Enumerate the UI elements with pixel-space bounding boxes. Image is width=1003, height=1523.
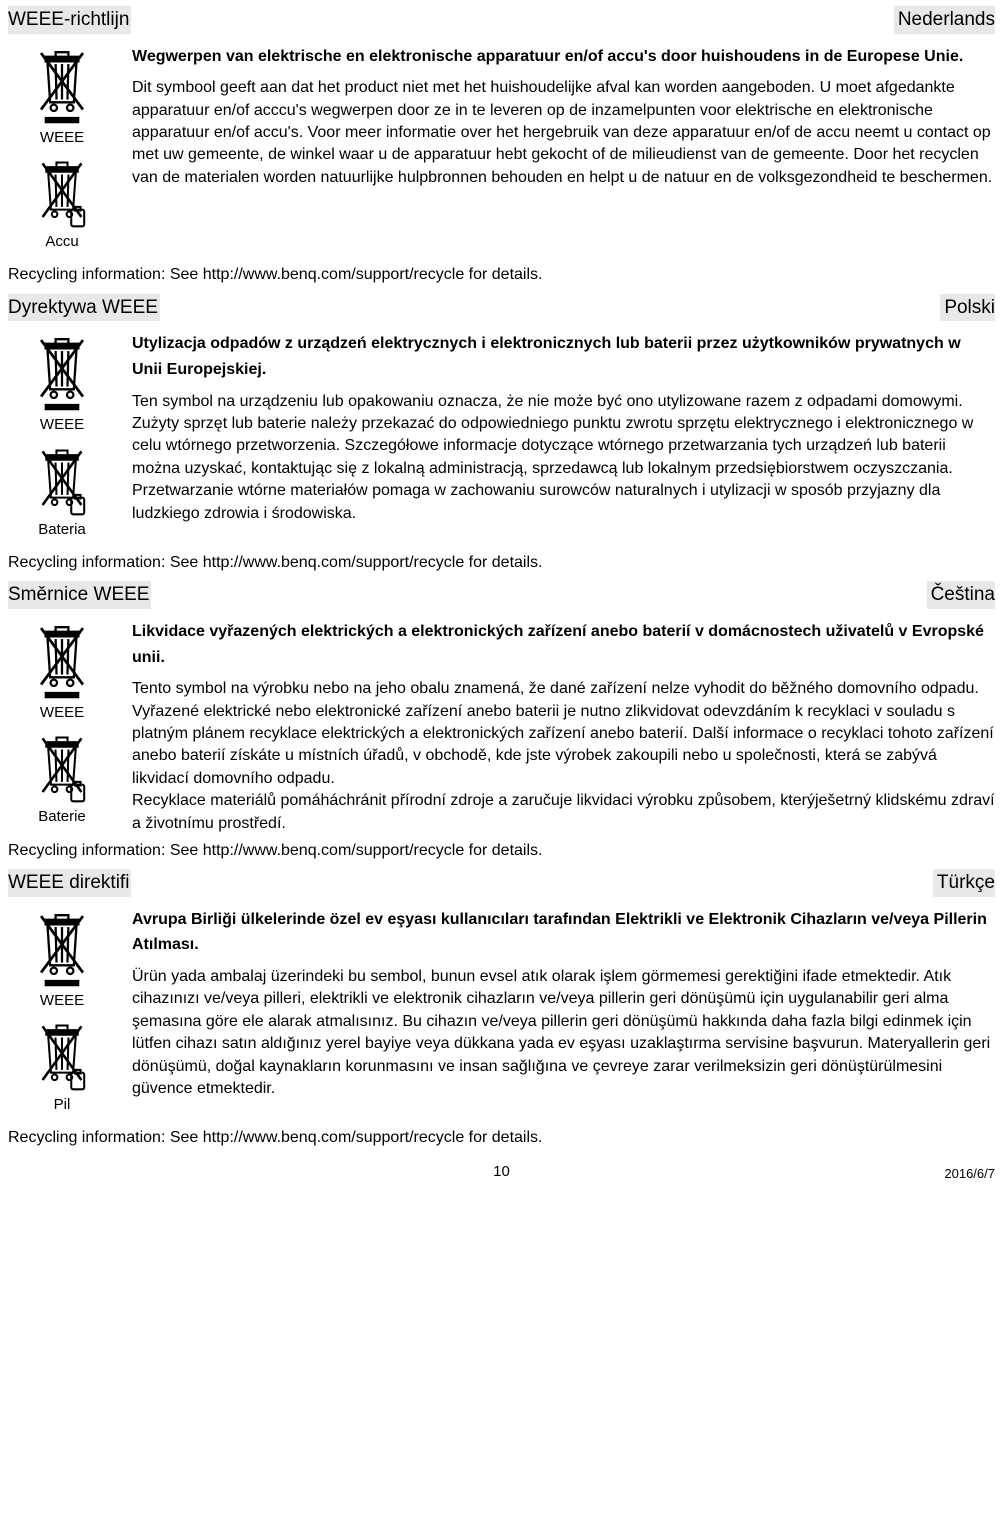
weee-bin-icon — [27, 907, 97, 989]
weee-bin-icon — [27, 619, 97, 701]
icons-column: WEEE Pil — [8, 907, 116, 1124]
section-header: WEEE direktifi Türkçe — [8, 869, 995, 897]
icons-column: WEEE Accu — [8, 44, 116, 261]
section-body: Dit symbool geeft aan dat het product ni… — [132, 77, 995, 189]
recycle-info: Recycling information: See http://www.be… — [8, 552, 995, 574]
battery-icon-label: Baterie — [38, 807, 86, 827]
section-heading: Wegwerpen van elektrische en elektronisc… — [132, 44, 995, 70]
section-body: Ürün yada ambalaj üzerindeki bu sembol, … — [132, 966, 995, 1100]
section-heading: Avrupa Birliği ülkelerinde özel ev eşyas… — [132, 907, 995, 958]
section-title: WEEE-richtlijn — [8, 6, 131, 34]
icons-column: WEEE Bateria — [8, 331, 116, 548]
battery-icon-label: Pil — [54, 1095, 71, 1115]
section-header: Dyrektywa WEEE Polski — [8, 294, 995, 322]
content-row: WEEE Accu Wegwerpen van elektrisc — [8, 44, 995, 261]
section-body: Ten symbol na urządzeniu lub opakowaniu … — [132, 391, 995, 525]
weee-icon-block: WEEE — [27, 44, 97, 148]
section-heading: Utylizacja odpadów z urządzeń elektryczn… — [132, 331, 995, 382]
page-footer: 10 2016/6/7 — [8, 1165, 995, 1183]
content-row: WEEE Pil Avrupa Birliği ülkelerin — [8, 907, 995, 1124]
section-title: Dyrektywa WEEE — [8, 294, 160, 322]
recycle-info: Recycling information: See http://www.be… — [8, 840, 995, 862]
battery-bin-icon — [30, 731, 94, 805]
battery-icon-block: Pil — [30, 1019, 94, 1115]
weee-icon-label: WEEE — [40, 703, 84, 723]
battery-icon-label: Accu — [45, 232, 78, 252]
weee-icon-block: WEEE — [27, 619, 97, 723]
weee-icon-block: WEEE — [27, 331, 97, 435]
page-number: 10 — [493, 1162, 510, 1182]
battery-bin-icon — [30, 156, 94, 230]
section-language: Polski — [940, 294, 995, 322]
weee-icon-label: WEEE — [40, 991, 84, 1011]
recycle-info: Recycling information: See http://www.be… — [8, 264, 995, 286]
battery-bin-icon — [30, 1019, 94, 1093]
weee-section: Dyrektywa WEEE Polski WEEE — [8, 294, 995, 574]
text-column: Wegwerpen van elektrische en elektronisc… — [132, 44, 995, 261]
battery-bin-icon — [30, 444, 94, 518]
weee-bin-icon — [27, 44, 97, 126]
section-language: Čeština — [927, 581, 995, 609]
weee-section: Směrnice WEEE Čeština WEEE — [8, 581, 995, 861]
text-column: Likvidace vyřazených elektrických a elek… — [132, 619, 995, 836]
recycle-info: Recycling information: See http://www.be… — [8, 1127, 995, 1149]
battery-icon-label: Bateria — [38, 520, 86, 540]
weee-icon-label: WEEE — [40, 415, 84, 435]
section-title: Směrnice WEEE — [8, 581, 151, 609]
weee-section: WEEE direktifi Türkçe WEEE — [8, 869, 995, 1149]
section-header: WEEE-richtlijn Nederlands — [8, 6, 995, 34]
section-language: Nederlands — [894, 6, 995, 34]
section-language: Türkçe — [933, 869, 995, 897]
text-column: Utylizacja odpadów z urządzeń elektryczn… — [132, 331, 995, 548]
text-column: Avrupa Birliği ülkelerinde özel ev eşyas… — [132, 907, 995, 1124]
weee-section: WEEE-richtlijn Nederlands WEEE — [8, 6, 995, 286]
battery-icon-block: Bateria — [30, 444, 94, 540]
weee-icon-block: WEEE — [27, 907, 97, 1011]
battery-icon-block: Baterie — [30, 731, 94, 827]
icons-column: WEEE Baterie — [8, 619, 116, 836]
weee-icon-label: WEEE — [40, 128, 84, 148]
content-row: WEEE Baterie Likvidace vyřazených — [8, 619, 995, 836]
section-title: WEEE direktifi — [8, 869, 131, 897]
section-body: Tento symbol na výrobku nebo na jeho oba… — [132, 678, 995, 835]
section-header: Směrnice WEEE Čeština — [8, 581, 995, 609]
content-row: WEEE Bateria Utylizacja odpadów z — [8, 331, 995, 548]
battery-icon-block: Accu — [30, 156, 94, 252]
section-heading: Likvidace vyřazených elektrických a elek… — [132, 619, 995, 670]
weee-bin-icon — [27, 331, 97, 413]
footer-date: 2016/6/7 — [944, 1165, 995, 1183]
